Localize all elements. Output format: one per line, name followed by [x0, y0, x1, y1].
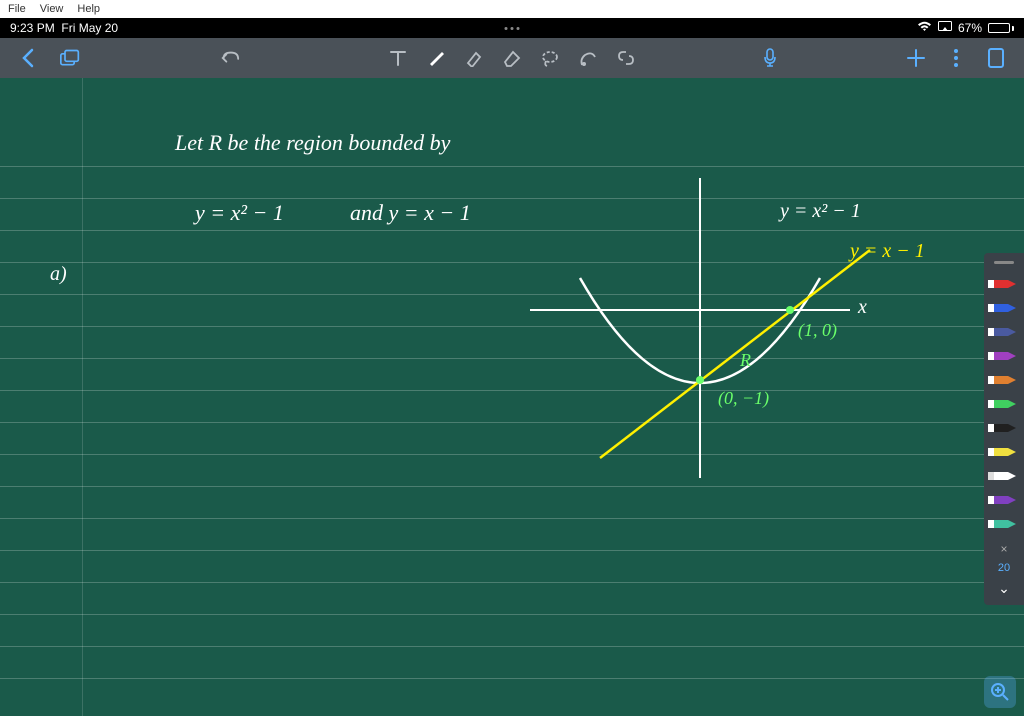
multitask-dots[interactable] [505, 27, 520, 30]
label-x-axis: x [858, 296, 867, 319]
pen-purple[interactable] [988, 346, 1020, 366]
point-1-0 [786, 306, 794, 314]
panel-expand[interactable]: ⌄ [998, 580, 1010, 597]
line-curve [600, 250, 870, 458]
point-0-neg1 [696, 376, 704, 384]
mic-button[interactable] [760, 48, 780, 68]
pages-button[interactable] [986, 48, 1006, 68]
screen-mirror-icon [938, 21, 952, 35]
add-button[interactable] [906, 48, 926, 68]
pen-yellow[interactable] [988, 442, 1020, 462]
pen-color-panel[interactable]: × 20 ⌄ [984, 253, 1024, 605]
back-button[interactable] [18, 48, 38, 68]
label-region: R [740, 350, 751, 371]
battery-icon [988, 23, 1014, 33]
graph [0, 78, 1024, 716]
pen-tool[interactable] [426, 48, 446, 68]
label-parabola: y = x² − 1 [780, 200, 861, 223]
status-time-date: 9:23 PM Fri May 20 [10, 21, 118, 35]
panel-grip[interactable] [994, 261, 1014, 264]
label-point2: (0, −1) [718, 388, 769, 409]
lasso-tool[interactable] [540, 48, 560, 68]
more-button[interactable] [946, 48, 966, 68]
app-toolbar [0, 38, 1024, 78]
label-line: y = x − 1 [850, 240, 925, 263]
battery-percent: 67% [958, 21, 982, 35]
eraser-tool[interactable] [502, 48, 522, 68]
pen-navy[interactable] [988, 322, 1020, 342]
ipad-statusbar: 9:23 PM Fri May 20 67% [0, 18, 1024, 38]
menu-view[interactable]: View [40, 3, 64, 15]
text-tool[interactable] [388, 48, 408, 68]
zoom-in-button[interactable] [984, 676, 1016, 708]
status-date: Fri May 20 [61, 21, 118, 35]
pen-blue[interactable] [988, 298, 1020, 318]
pen-orange[interactable] [988, 370, 1020, 390]
highlighter-tool[interactable] [464, 48, 484, 68]
os-menubar: File View Help [0, 0, 1024, 18]
pen-white[interactable] [988, 466, 1020, 486]
pen-teal[interactable] [988, 514, 1020, 534]
status-time: 9:23 PM [10, 21, 55, 35]
label-point1: (1, 0) [798, 320, 837, 341]
panel-close[interactable]: × [1000, 542, 1007, 556]
pen-black[interactable] [988, 418, 1020, 438]
wifi-icon [917, 21, 932, 35]
menu-help[interactable]: Help [77, 3, 100, 15]
menu-file[interactable]: File [8, 3, 26, 15]
pen-green[interactable] [988, 394, 1020, 414]
note-canvas[interactable]: Let R be the region bounded by y = x² − … [0, 78, 1024, 716]
link-tool[interactable] [616, 48, 636, 68]
pen-red[interactable] [988, 274, 1020, 294]
pen-count: 20 [998, 562, 1010, 574]
shape-tool[interactable] [578, 48, 598, 68]
undo-button[interactable] [220, 48, 240, 68]
pen-violet[interactable] [988, 490, 1020, 510]
tabs-button[interactable] [60, 48, 80, 68]
